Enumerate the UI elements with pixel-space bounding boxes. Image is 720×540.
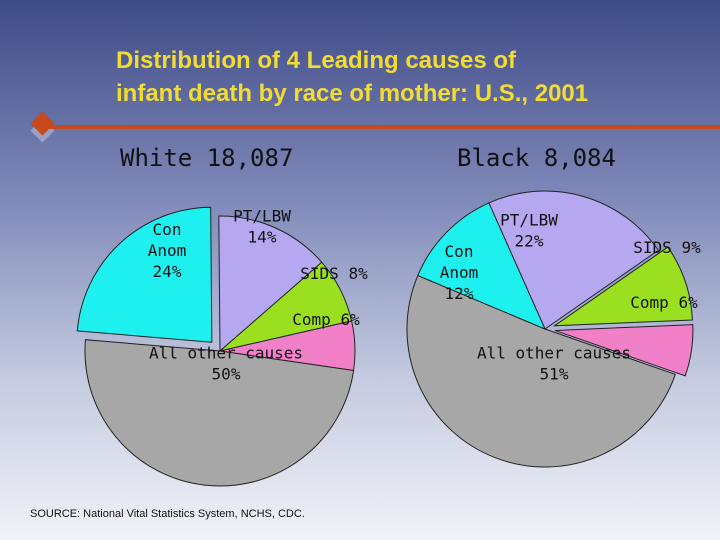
label-black-all-other-causes: All other causes 51%: [477, 344, 631, 384]
label-black-sids: SIDS 9%: [633, 238, 701, 257]
slide-title: Distribution of 4 Leading causes of infa…: [116, 44, 696, 110]
slice-white-con-anom: [76, 206, 213, 343]
title-line-1: Distribution of 4 Leading causes of: [116, 47, 517, 74]
pie-white: PT/LBW 14% SIDS 8% Comp 6% All other causes 5…: [76, 206, 368, 487]
slice-black-pt-lbw: [488, 190, 660, 330]
label-black-con-anom: Con Anom 12%: [440, 242, 479, 303]
slice-white-pt-lbw: [218, 215, 323, 353]
slice-black-comp: [554, 324, 694, 377]
group-label-white: White 18,087: [120, 144, 294, 172]
label-white-comp: Comp 6%: [292, 310, 360, 329]
slice-black-all-other-causes: [406, 274, 676, 468]
pie-black: PT/LBW 22% SIDS 9% Comp 6% All other causes 5…: [406, 190, 701, 468]
label-black-comp: Comp 6%: [630, 293, 698, 312]
title-line-2: infant death by race of mother: U.S., 20…: [116, 80, 589, 107]
group-label-black: Black 8,084: [457, 144, 616, 172]
slice-white-all-other-causes: [84, 339, 355, 487]
label-white-pt-lbw: PT/LBW 14%: [233, 207, 291, 247]
source-note: SOURCE: National Vital Statistics System…: [30, 508, 305, 520]
label-white-sids: SIDS 8%: [300, 264, 368, 283]
label-white-all-other-causes: All other causes 50%: [149, 344, 303, 384]
title-rule: [46, 125, 720, 129]
label-white-con-anom: Con Anom 24%: [148, 220, 187, 281]
slice-black-sids: [552, 246, 693, 327]
slice-black-con-anom: [417, 202, 546, 330]
label-black-pt-lbw: PT/LBW 22%: [500, 211, 558, 251]
